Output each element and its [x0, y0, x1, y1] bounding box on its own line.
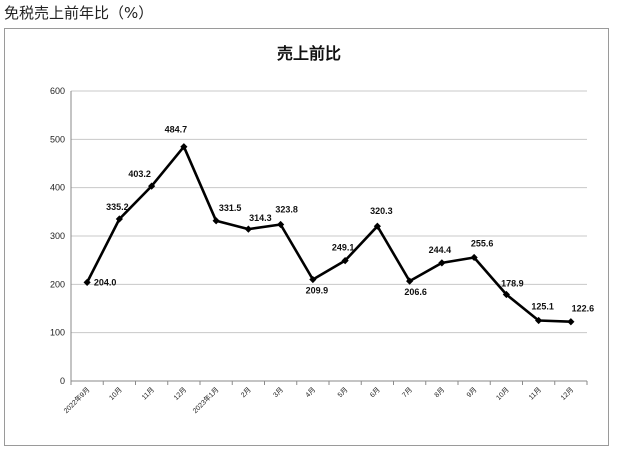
- chart-title: 売上前比: [277, 44, 341, 63]
- y-tick-label: 600: [50, 86, 65, 96]
- data-label: 209.9: [306, 286, 329, 296]
- data-point-marker: [244, 225, 252, 233]
- series-markers: [83, 143, 575, 326]
- page-heading: 免税売上前年比（%）: [4, 4, 154, 22]
- x-tick-label: 4月: [304, 386, 317, 399]
- x-tick-label: 2023年1月: [191, 385, 221, 415]
- y-tick-label: 0: [60, 376, 65, 386]
- data-label: 403.2: [128, 169, 151, 179]
- x-tick-label: 11月: [527, 386, 543, 402]
- series-line: [85, 145, 571, 323]
- data-label: 178.9: [501, 279, 524, 289]
- data-label: 323.8: [275, 204, 298, 214]
- x-tick-label: 7月: [401, 386, 414, 399]
- data-label: 125.1: [531, 302, 554, 312]
- data-label: 206.6: [404, 287, 427, 297]
- x-tick-label: 6月: [368, 386, 381, 399]
- chart-frame: 売上前比 0 100 200 300 400 500 600 2022年9月 10月 11月 12…: [4, 28, 609, 446]
- y-tick-label: 400: [50, 183, 65, 193]
- x-tick-label: 2月: [239, 386, 252, 399]
- gridlines: [71, 90, 587, 334]
- data-point-marker: [277, 220, 285, 229]
- data-point-marker: [212, 217, 220, 225]
- y-tick-label: 300: [50, 231, 65, 241]
- line-chart: 売上前比 0 100 200 300 400 500 600 2022年9月 10月 11月 12…: [50, 44, 594, 415]
- data-point-marker: [148, 182, 156, 190]
- x-tick-label: 8月: [433, 386, 446, 399]
- x-tick-label: 10月: [495, 386, 511, 402]
- y-tick-labels: 0 100 200 300 400 500 600: [50, 86, 65, 386]
- data-label: 314.3: [249, 213, 272, 223]
- data-label: 331.5: [219, 203, 242, 213]
- axes: [70, 91, 588, 385]
- data-label: 320.3: [370, 206, 393, 216]
- data-point-marker: [502, 290, 510, 299]
- x-tick-label: 3月: [272, 386, 285, 399]
- data-point-marker: [309, 275, 317, 284]
- data-point-marker: [115, 215, 123, 223]
- x-tick-label: 9月: [465, 386, 478, 399]
- data-label: 484.7: [165, 125, 188, 135]
- y-tick-label: 100: [50, 328, 65, 338]
- data-point-marker: [83, 278, 91, 286]
- series-line-path: [85, 145, 571, 323]
- x-tick-label: 5月: [336, 386, 349, 399]
- data-point-marker: [567, 318, 575, 326]
- x-tick-label: 10月: [108, 386, 124, 402]
- y-tick-label: 500: [50, 134, 65, 144]
- data-label: 335.2: [106, 202, 129, 212]
- data-point-marker: [180, 143, 188, 151]
- y-tick-label: 200: [50, 279, 65, 289]
- x-tick-label: 2022年9月: [62, 385, 92, 415]
- x-tick-label: 12月: [172, 386, 188, 402]
- x-tick-labels: 2022年9月 10月 11月 12月 2023年1月 2月 3月 4月 5月 6月 7月 8月 9月 1…: [62, 385, 576, 415]
- data-label: 244.4: [429, 245, 452, 255]
- data-label: 204.0: [94, 277, 117, 287]
- data-label: 255.6: [471, 238, 494, 248]
- data-point-marker: [535, 316, 543, 325]
- data-point-marker: [470, 253, 478, 262]
- data-point-marker: [373, 222, 381, 230]
- x-tick-label: 12月: [559, 386, 575, 402]
- data-label: 249.1: [332, 243, 355, 253]
- x-tick-label: 11月: [140, 386, 156, 402]
- data-label: 122.6: [572, 304, 595, 314]
